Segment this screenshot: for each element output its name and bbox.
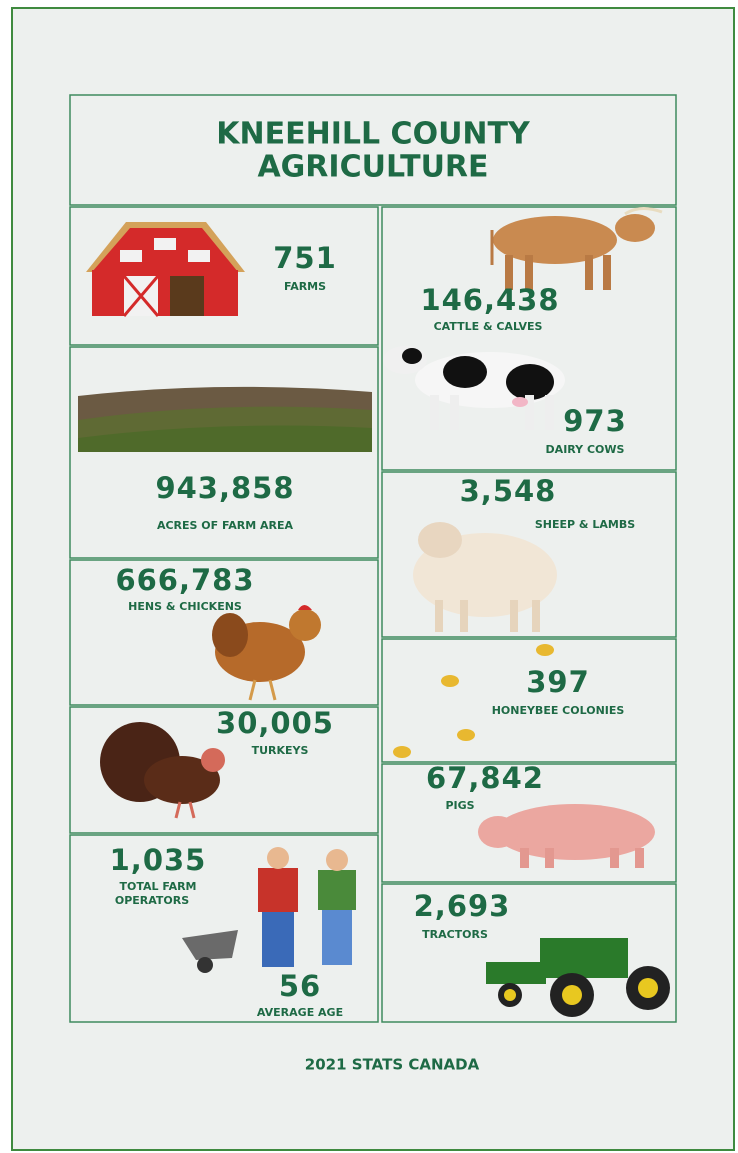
cell (381, 763, 677, 883)
stat-label: OPERATORS (115, 894, 189, 907)
title-line: KNEEHILL COUNTY (216, 117, 531, 152)
cell (381, 883, 677, 1023)
field-image (78, 386, 372, 452)
title-cell (69, 94, 677, 206)
stat-value: 943,858 (155, 471, 294, 505)
cell (69, 346, 379, 559)
cell (381, 471, 677, 638)
dairy-cow-icon (383, 346, 565, 430)
stat-value: 3,548 (460, 474, 557, 508)
stat-value: 666,783 (115, 563, 254, 597)
stat-label: TRACTORS (422, 928, 488, 941)
stat-value: 67,842 (426, 761, 544, 795)
stat-value: 973 (563, 404, 627, 438)
stat-label: ACRES OF FARM AREA (157, 519, 294, 532)
tractor-icon (486, 938, 670, 1017)
stat-value: 146,438 (420, 283, 559, 317)
stat-label: HONEYBEE COLONIES (492, 704, 625, 717)
stat-label: TOTAL FARM (119, 880, 196, 893)
stat-label: AVERAGE AGE (257, 1006, 343, 1019)
cell (69, 206, 379, 346)
turkey-icon (100, 722, 225, 819)
bee-icons (393, 644, 554, 758)
stat-label: CATTLE & CALVES (434, 320, 543, 333)
stat-value: 56 (279, 969, 321, 1003)
farmers-icon (182, 847, 356, 973)
stat-value: 30,005 (216, 706, 334, 740)
cell (69, 834, 379, 1023)
footer-source: 2021 STATS CANADA (305, 1056, 480, 1074)
sheep-icon (413, 522, 557, 632)
pig-icon (478, 804, 655, 868)
title-line: AGRICULTURE (257, 150, 488, 185)
stat-value: 397 (526, 665, 590, 699)
cells (69, 94, 677, 1023)
stat-label: DAIRY COWS (546, 443, 625, 456)
barn-icon (86, 222, 245, 317)
stat-label: PIGS (445, 799, 474, 812)
cell (69, 559, 379, 706)
stat-label: FARMS (284, 280, 326, 293)
stat-value: 2,693 (414, 889, 511, 923)
cell (381, 206, 677, 471)
stat-value: 1,035 (110, 843, 207, 877)
stat-label: SHEEP & LAMBS (535, 518, 635, 531)
stat-label: HENS & CHICKENS (128, 600, 242, 613)
stat-label: TURKEYS (252, 744, 309, 757)
cell (69, 706, 379, 834)
hen-icon (212, 605, 321, 701)
cattle-icon (490, 207, 663, 290)
cell (381, 638, 677, 763)
stat-value: 751 (273, 241, 337, 275)
